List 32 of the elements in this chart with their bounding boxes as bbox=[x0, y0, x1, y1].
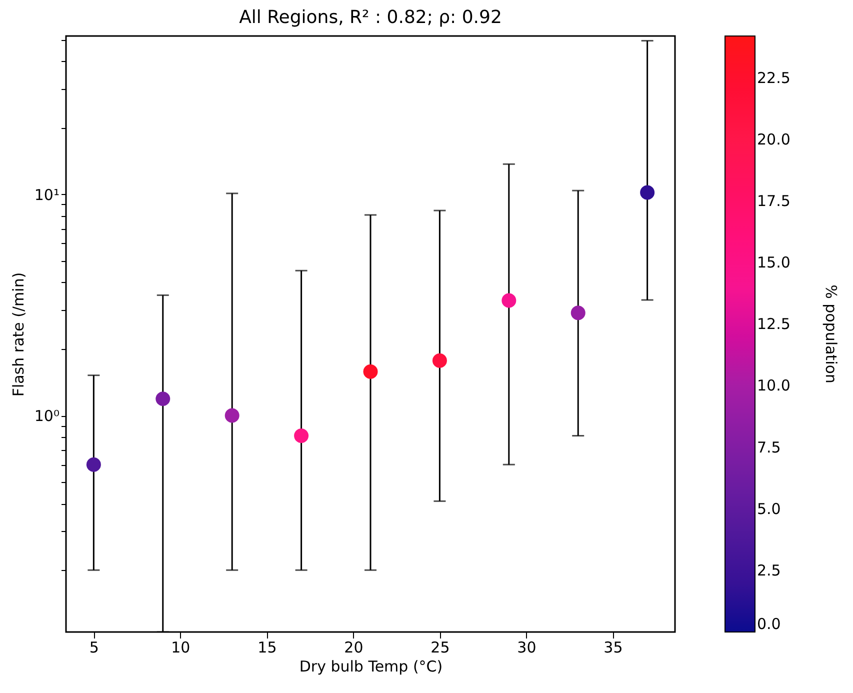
color-bar-label: 10.0 bbox=[757, 376, 790, 395]
x-tick-label: 25 bbox=[430, 638, 450, 656]
color-bar-label: 20.0 bbox=[757, 130, 790, 148]
color-bar-label: 12.5 bbox=[757, 315, 790, 334]
x-tick-label: 20 bbox=[344, 638, 364, 656]
point bbox=[156, 392, 170, 406]
point bbox=[432, 353, 447, 368]
color-bar-title: % population bbox=[822, 284, 840, 384]
point bbox=[294, 428, 309, 443]
color-bar-label: 22.5 bbox=[757, 68, 790, 87]
color-bar-label: 15.0 bbox=[757, 254, 790, 272]
color-bar-label: 2.5 bbox=[757, 561, 781, 580]
y-tick-label: 10¹ bbox=[34, 186, 60, 204]
x-tick-label: 15 bbox=[258, 638, 277, 656]
point bbox=[570, 306, 586, 320]
point bbox=[224, 408, 240, 423]
chart-title: All Regions, R² : 0.82; ρ: 0.92 bbox=[239, 6, 502, 28]
color-bar-label: 5.0 bbox=[757, 500, 781, 518]
y-tick-label: 10⁰ bbox=[34, 407, 60, 426]
x-tick-label: 30 bbox=[517, 638, 536, 656]
y-axis-title: Flash rate (/min) bbox=[9, 272, 28, 397]
color-bar-label: 0.0 bbox=[757, 615, 781, 633]
point bbox=[86, 457, 101, 472]
x-axis-title: Dry bulb Temp (°C) bbox=[299, 658, 443, 676]
color-bar-label: 17.5 bbox=[757, 192, 790, 210]
x-tick-label: 10 bbox=[171, 638, 190, 656]
color-bar-label: 7.5 bbox=[757, 438, 781, 456]
point bbox=[502, 293, 516, 308]
point bbox=[363, 364, 378, 379]
point bbox=[640, 185, 655, 200]
x-tick-label: 35 bbox=[604, 638, 623, 656]
x-tick-label: 5 bbox=[89, 638, 99, 656]
